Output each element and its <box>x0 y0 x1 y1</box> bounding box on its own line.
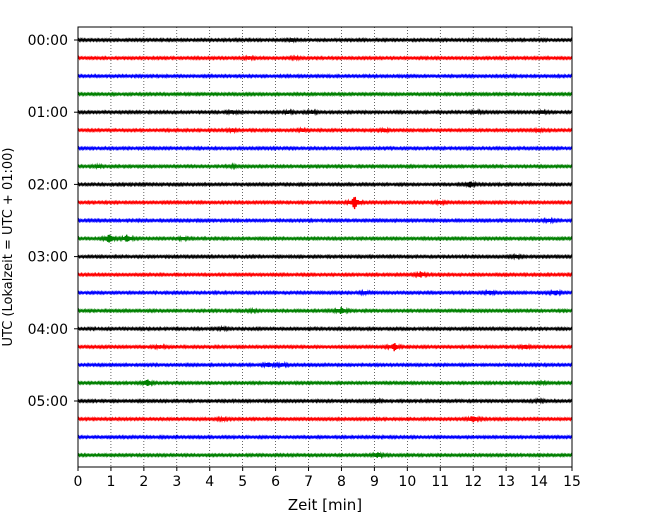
x-tick-label: 7 <box>304 474 313 490</box>
y-tick-label: 01:00 <box>28 105 68 121</box>
x-axis-label: Zeit [min] <box>288 496 362 514</box>
x-tick-label: 14 <box>530 474 548 490</box>
seismogram-trace-0230 <box>77 216 573 225</box>
x-tick-label: 2 <box>139 474 148 490</box>
x-tick-label: 1 <box>106 474 115 490</box>
seismogram-traces <box>77 36 573 460</box>
seismogram-trace-0500 <box>77 397 573 405</box>
x-tick-label: 10 <box>398 474 416 490</box>
seismogram-trace-0145 <box>77 162 573 171</box>
x-tick-label: 9 <box>370 474 379 490</box>
seismogram-trace-0200 <box>77 180 573 189</box>
seismogram-trace-0300 <box>77 252 573 261</box>
seismogram-trace-0000 <box>77 36 573 44</box>
x-tick-label: 13 <box>497 474 515 490</box>
x-tick-label: 8 <box>337 474 346 490</box>
seismogram-trace-0345 <box>77 306 573 315</box>
x-tick-label: 11 <box>431 474 449 490</box>
x-tick-label: 15 <box>563 474 581 490</box>
y-tick-label: 00:00 <box>28 33 68 49</box>
x-tick-label: 12 <box>464 474 482 490</box>
seismogram-trace-0330 <box>77 288 573 297</box>
x-tick-label: 6 <box>271 474 280 490</box>
x-tick-label: 5 <box>238 474 247 490</box>
seismogram-trace-0045 <box>77 91 573 97</box>
seismogram-trace-0100 <box>77 108 573 116</box>
seismogram-trace-0245 <box>77 234 573 243</box>
x-tick-label: 3 <box>172 474 181 490</box>
x-tick-label: 4 <box>205 474 214 490</box>
y-axis-label: UTC (Lokalzeit = UTC + 01:00) <box>1 148 16 347</box>
seismogram-trace-0515 <box>77 415 573 423</box>
seismogram-trace-0400 <box>77 324 573 333</box>
plot-frame <box>77 26 573 468</box>
seismogram-trace-0415 <box>77 342 573 352</box>
y-tick-label: 04:00 <box>28 322 68 338</box>
seismogram-trace-0130 <box>77 145 573 152</box>
y-tick-label: 05:00 <box>28 394 68 410</box>
seismogram-trace-0015 <box>77 54 573 62</box>
y-tick-label: 03:00 <box>28 250 68 266</box>
x-tick-label: 0 <box>74 474 83 490</box>
seismogram-trace-0545 <box>77 451 573 460</box>
seismogram-trace-0115 <box>77 126 573 135</box>
seismogram-trace-0215 <box>77 196 573 210</box>
y-axis-ticks: 00:00 01:00 02:00 03:00 04:00 05:00 <box>28 33 78 410</box>
y-tick-label: 02:00 <box>28 177 68 193</box>
seismogram-trace-0430 <box>77 360 573 369</box>
seismogram-trace-0315 <box>77 270 573 279</box>
seismogram-trace-0445 <box>77 379 573 387</box>
seismogram-trace-0530 <box>77 434 573 441</box>
x-axis-ticks: 0 1 2 3 4 5 6 7 8 9 10 11 12 13 14 15 <box>74 467 581 490</box>
seismogram-trace-0030 <box>77 73 573 79</box>
